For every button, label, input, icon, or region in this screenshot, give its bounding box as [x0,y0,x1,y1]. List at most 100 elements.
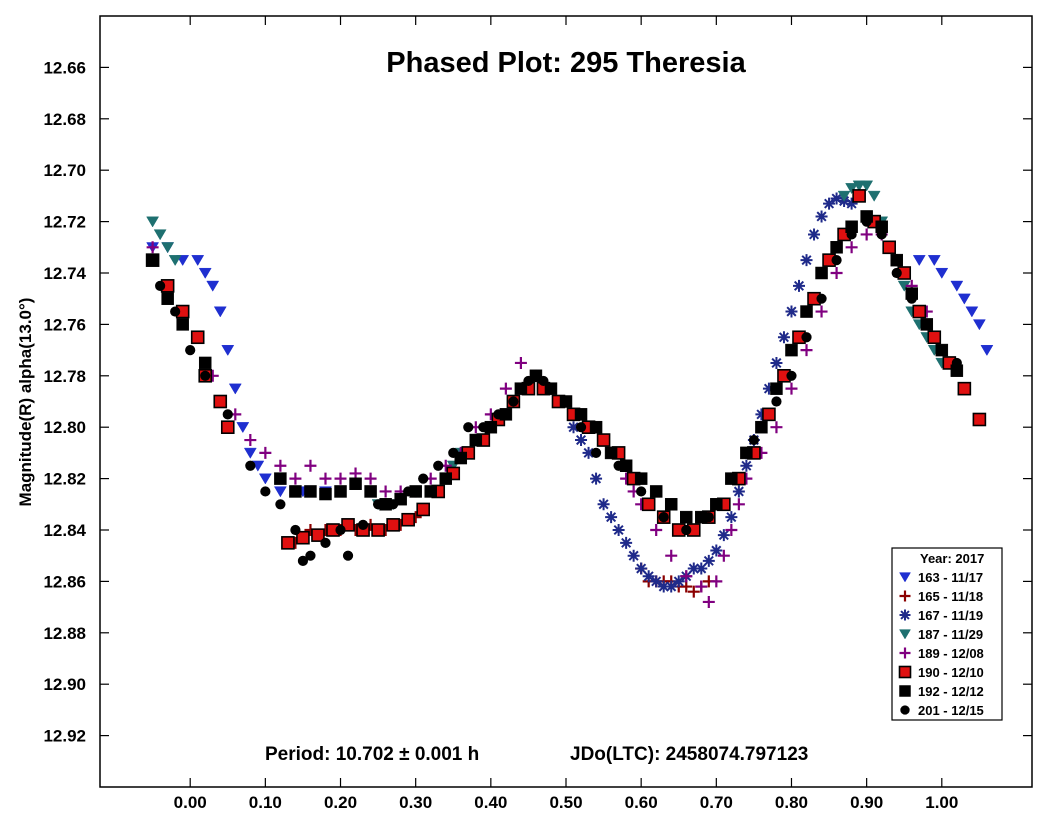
legend-marker [898,665,912,679]
data-point [274,472,287,485]
data-point [935,267,949,279]
data-point [544,382,558,395]
data-point [155,280,166,291]
data-point [371,523,385,537]
data-point [680,580,693,593]
data-point [213,306,227,318]
legend-marker [899,647,911,659]
data-point [891,267,902,279]
data-point [612,524,625,536]
legend: Year: 2017 163 - 11/17 165 - 11/18 167 - 1… [891,547,1003,721]
y-tick-label: 12.78 [43,367,86,386]
data-point [161,242,175,254]
data-point [972,412,987,427]
data-point [921,319,932,330]
data-point [304,459,317,472]
data-point [297,555,309,566]
data-point [927,255,941,267]
data-point [448,447,459,458]
data-point [364,472,377,485]
data-point [200,370,211,381]
data-point [830,192,843,205]
data-point [770,421,783,434]
data-point [349,477,362,490]
data-point [680,570,693,583]
data-point [876,229,887,240]
data-point [275,499,286,510]
data-point [604,446,618,460]
data-point [815,210,828,223]
series-163-11-17 [146,242,994,498]
data-point [950,280,964,292]
data-point [349,467,362,480]
data-point [304,485,317,498]
data-point [861,216,872,227]
data-point [726,473,737,484]
data-point [627,549,640,562]
data-point [439,472,452,485]
x-tick-label: 0.70 [700,793,733,812]
data-point [762,382,775,395]
data-point [815,266,828,280]
data-point [335,524,346,536]
data-point [786,370,797,381]
data-point [538,375,549,387]
x-tick-label: 0.80 [775,793,808,812]
data-point [951,357,962,369]
data-point [823,197,836,210]
data-point [161,292,174,305]
data-point [672,575,685,588]
data-point [388,499,399,510]
data-point [658,512,669,523]
data-point [433,460,444,471]
x-tick-label: 0.00 [174,793,207,812]
data-point [236,422,250,434]
data-point [703,512,714,523]
data-point [793,279,805,292]
data-point [605,511,618,524]
data-point [912,304,927,319]
data-point [800,254,813,267]
data-point [831,255,842,266]
data-point [852,189,866,203]
data-point [957,381,972,396]
data-point [147,255,158,266]
data-point [596,433,611,447]
x-tick-label: 0.20 [324,793,357,812]
data-point [785,305,798,318]
data-point [702,595,715,608]
data-point [198,356,212,370]
data-point [613,460,624,471]
data-point [725,511,738,524]
data-point [260,486,271,497]
data-point [274,459,287,472]
data-point [424,485,437,498]
data-point [748,434,760,446]
data-point [574,408,588,421]
data-point [364,485,377,498]
y-tick-label: 12.82 [43,470,86,489]
data-point [168,255,182,267]
data-point [845,197,858,210]
data-point [695,580,708,593]
data-point [867,190,881,202]
data-point [777,331,790,344]
data-point [273,486,287,498]
data-point [770,356,783,369]
data-point [190,330,205,345]
data-point [243,447,257,459]
data-point [906,293,917,304]
data-point [499,382,512,395]
data-point [680,510,693,524]
data-point [717,529,730,542]
data-point [657,580,670,593]
data-point [575,434,588,447]
series-190-12-10 [145,189,987,550]
data-point [702,554,715,567]
data-point [860,228,873,241]
x-tick-label: 0.30 [399,793,432,812]
y-tick-label: 12.86 [43,572,86,591]
data-point [912,255,926,267]
series-201-12-15 [147,216,962,566]
chart-title: Phased Plot: 295 Theresia [386,47,746,79]
